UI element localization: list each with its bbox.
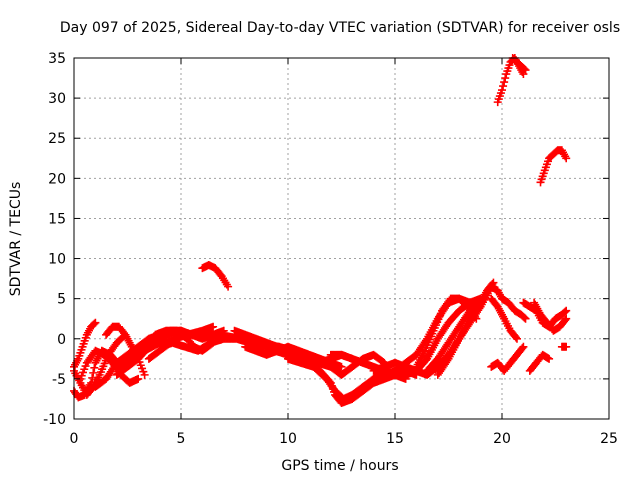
series-track-28 bbox=[493, 286, 530, 323]
y-tick-label: 0 bbox=[57, 332, 66, 348]
data-point bbox=[88, 373, 97, 382]
data-point bbox=[91, 318, 100, 327]
series-track-29 bbox=[487, 342, 528, 375]
data-point bbox=[521, 314, 530, 323]
y-tick-label: 35 bbox=[48, 51, 66, 67]
y-tick-label: -5 bbox=[52, 372, 66, 388]
x-axis-title: GPS time / hours bbox=[281, 458, 398, 474]
data-point bbox=[512, 334, 521, 343]
series-track-8 bbox=[119, 326, 181, 367]
y-axis-title: SDTVAR / TECUs bbox=[8, 182, 24, 297]
x-tick-label: 25 bbox=[600, 431, 618, 447]
y-tick-label: 10 bbox=[48, 252, 66, 268]
data-point bbox=[90, 319, 99, 328]
series-track-14 bbox=[198, 260, 233, 291]
series-track-15 bbox=[262, 342, 389, 379]
data-point bbox=[519, 342, 528, 351]
data-point bbox=[501, 74, 510, 83]
y-tick-label: -10 bbox=[43, 412, 66, 428]
y-tick-label: 25 bbox=[48, 131, 66, 147]
chart-title: Day 097 of 2025, Sidereal Day-to-day VTE… bbox=[60, 20, 620, 36]
data-point bbox=[499, 82, 508, 91]
axis-ticks: 0 5 10 15 20 25 -10 -5 0 5 10 15 20 25 30 35 bbox=[43, 51, 618, 447]
y-tick-label: 5 bbox=[57, 292, 66, 308]
data-point bbox=[209, 322, 218, 331]
plot-border bbox=[73, 57, 610, 420]
y-tick-label: 15 bbox=[48, 211, 66, 227]
series-track-36 bbox=[557, 342, 571, 351]
data-point bbox=[520, 65, 529, 74]
data-point bbox=[87, 378, 96, 387]
data-point bbox=[561, 316, 570, 325]
data-point bbox=[475, 304, 484, 313]
series-track-24 bbox=[423, 294, 485, 375]
series-track-35 bbox=[536, 146, 571, 187]
data-point bbox=[545, 354, 554, 363]
series-track-33 bbox=[530, 298, 571, 335]
data-point bbox=[511, 333, 520, 342]
data-point bbox=[562, 314, 571, 323]
x-tick-label: 20 bbox=[493, 431, 511, 447]
y-tick-label: 30 bbox=[48, 91, 66, 107]
data-point bbox=[562, 342, 571, 351]
data-point bbox=[140, 370, 149, 379]
x-tick-label: 15 bbox=[386, 431, 404, 447]
data-point bbox=[520, 313, 529, 322]
data-point bbox=[521, 66, 530, 75]
data-point bbox=[337, 362, 346, 371]
data-point bbox=[498, 86, 506, 95]
series-track-3 bbox=[70, 318, 100, 371]
data-point bbox=[224, 282, 233, 291]
data-point bbox=[90, 363, 99, 372]
data-point bbox=[518, 344, 527, 353]
y-tick-label: 20 bbox=[48, 171, 66, 187]
data-point bbox=[562, 306, 571, 315]
x-tick-label: 5 bbox=[177, 431, 186, 447]
data-point bbox=[172, 326, 181, 335]
x-tick-label: 10 bbox=[279, 431, 297, 447]
data-point bbox=[89, 368, 98, 377]
data-point bbox=[325, 377, 334, 386]
data-points bbox=[70, 54, 571, 407]
series-track-26 bbox=[444, 282, 502, 359]
data-point bbox=[562, 154, 571, 163]
x-tick-label: 0 bbox=[70, 431, 79, 447]
data-point bbox=[443, 356, 452, 365]
series-track-27 bbox=[487, 294, 521, 343]
data-point bbox=[134, 374, 143, 383]
data-point bbox=[561, 307, 570, 316]
series-track-34 bbox=[525, 350, 554, 375]
data-point bbox=[500, 78, 509, 87]
